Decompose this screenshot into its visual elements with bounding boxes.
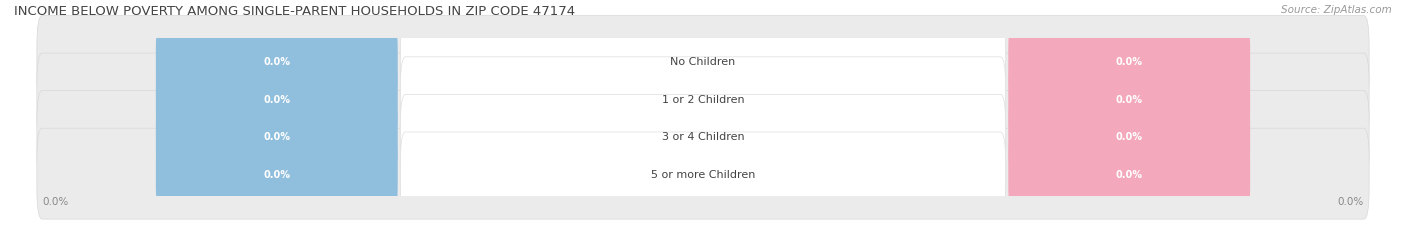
Text: 0.0%: 0.0% [1116, 57, 1143, 67]
FancyBboxPatch shape [37, 91, 1369, 182]
FancyBboxPatch shape [37, 16, 1369, 107]
FancyBboxPatch shape [156, 95, 398, 178]
Text: No Children: No Children [671, 57, 735, 67]
Text: Source: ZipAtlas.com: Source: ZipAtlas.com [1281, 5, 1392, 15]
FancyBboxPatch shape [1008, 95, 1250, 178]
Text: 0.0%: 0.0% [1337, 196, 1364, 206]
FancyBboxPatch shape [1008, 20, 1250, 103]
Text: 0.0%: 0.0% [263, 94, 290, 104]
FancyBboxPatch shape [156, 20, 398, 103]
Text: 3 or 4 Children: 3 or 4 Children [662, 131, 744, 142]
FancyBboxPatch shape [156, 132, 398, 216]
Text: 0.0%: 0.0% [1116, 169, 1143, 179]
FancyBboxPatch shape [37, 54, 1369, 144]
Text: 0.0%: 0.0% [42, 196, 69, 206]
FancyBboxPatch shape [401, 20, 1005, 103]
Text: 0.0%: 0.0% [263, 169, 290, 179]
FancyBboxPatch shape [1008, 58, 1250, 141]
FancyBboxPatch shape [401, 95, 1005, 178]
FancyBboxPatch shape [156, 58, 398, 141]
Text: 0.0%: 0.0% [1116, 131, 1143, 142]
Text: 0.0%: 0.0% [263, 57, 290, 67]
Text: 0.0%: 0.0% [263, 131, 290, 142]
FancyBboxPatch shape [1008, 132, 1250, 216]
Text: 1 or 2 Children: 1 or 2 Children [662, 94, 744, 104]
FancyBboxPatch shape [37, 129, 1369, 219]
Text: 0.0%: 0.0% [1116, 94, 1143, 104]
Text: 5 or more Children: 5 or more Children [651, 169, 755, 179]
FancyBboxPatch shape [401, 132, 1005, 216]
FancyBboxPatch shape [401, 58, 1005, 141]
Text: INCOME BELOW POVERTY AMONG SINGLE-PARENT HOUSEHOLDS IN ZIP CODE 47174: INCOME BELOW POVERTY AMONG SINGLE-PARENT… [14, 5, 575, 18]
